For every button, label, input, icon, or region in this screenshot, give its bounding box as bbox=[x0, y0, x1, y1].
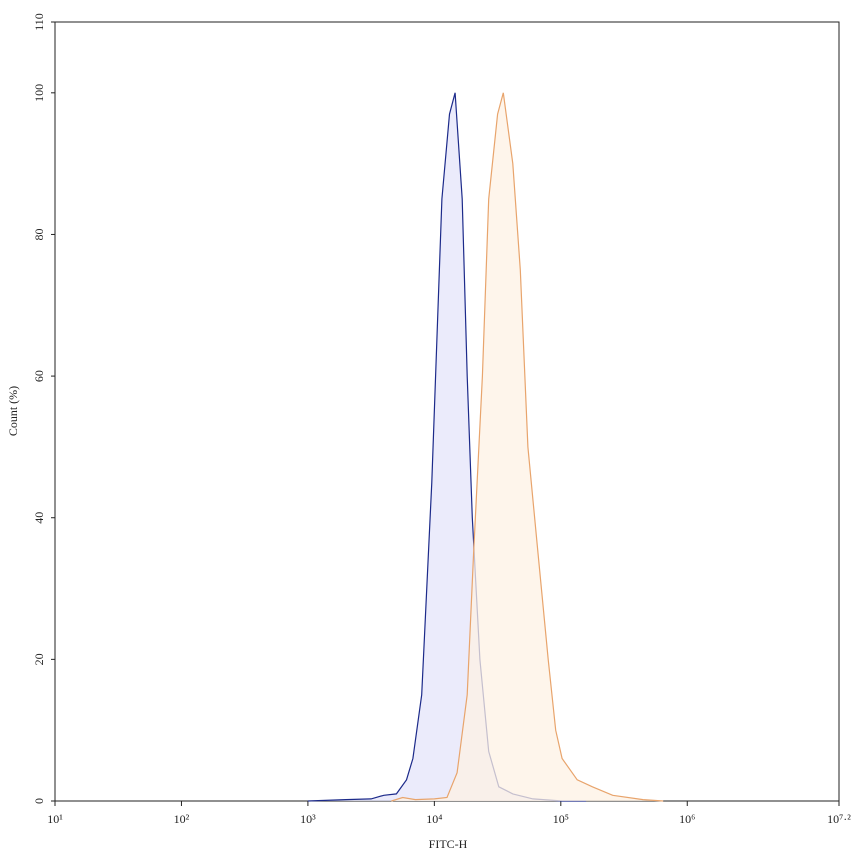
histogram-area bbox=[307, 92, 587, 802]
x-tick-label: 10⁴ bbox=[426, 812, 442, 826]
x-tick-label: 10³ bbox=[300, 812, 316, 826]
x-tick-label: 10² bbox=[174, 812, 190, 826]
y-tick-label: 60 bbox=[32, 370, 46, 382]
y-tick-label: 0 bbox=[32, 798, 46, 804]
x-tick-label: 10⁷·² bbox=[827, 812, 851, 826]
x-tick-label: 10¹ bbox=[47, 812, 63, 826]
y-tick-label: 100 bbox=[32, 84, 46, 102]
y-tick-label: 80 bbox=[32, 228, 46, 240]
x-tick-label: 10⁶ bbox=[679, 812, 695, 826]
y-tick-label: 40 bbox=[32, 512, 46, 524]
y-tick-label: 110 bbox=[32, 13, 46, 31]
x-tick-label: 10⁵ bbox=[553, 812, 569, 826]
histogram-line bbox=[391, 92, 664, 802]
y-tick-label: 20 bbox=[32, 653, 46, 665]
x-axis-label: FITC-H bbox=[429, 837, 468, 851]
y-axis-label: Count (%) bbox=[6, 386, 20, 436]
